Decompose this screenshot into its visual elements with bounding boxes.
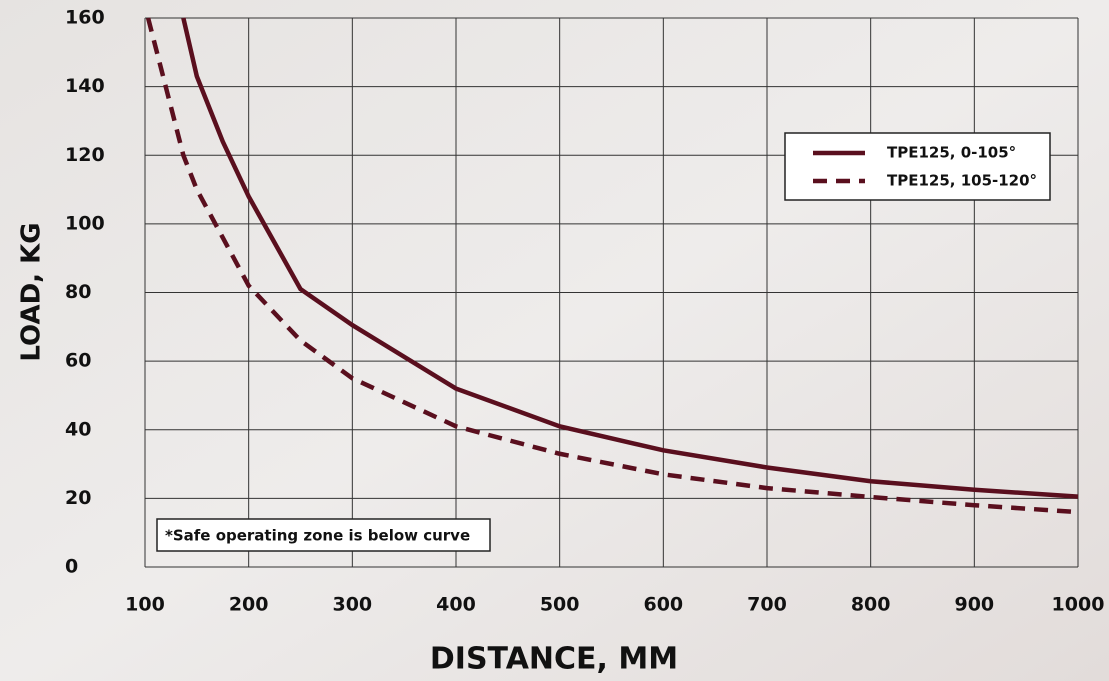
y-tick-label: 160 <box>65 7 105 29</box>
grid: 0 20 40 60 80 100 120 140 160 100 200 300 400 500 600 7… <box>65 7 1104 616</box>
x-tick-label: 200 <box>229 594 269 616</box>
legend-label: TPE125, 105-120° <box>887 172 1037 190</box>
legend-label: TPE125, 0-105° <box>887 144 1016 162</box>
x-tick-label: 1000 <box>1052 594 1105 616</box>
x-tick-label: 300 <box>332 594 372 616</box>
data-line <box>145 17 1079 515</box>
x-tick-label: 700 <box>747 594 787 616</box>
legend-box <box>784 132 1051 201</box>
x-tick-label: 100 <box>125 594 165 616</box>
x-tick-label: 600 <box>643 594 683 616</box>
x-tick-label: 400 <box>436 594 476 616</box>
data-line <box>181 17 1079 499</box>
y-tick-label: 120 <box>65 144 105 166</box>
x-tick-label: 500 <box>540 594 580 616</box>
lines <box>145 17 1079 515</box>
y-tick-label: 140 <box>65 75 105 97</box>
y-tick-label: 0 <box>65 556 78 578</box>
y-tick-label: 80 <box>65 281 91 303</box>
legend: TPE125, 0-105° TPE125, 105-120° <box>784 132 1051 201</box>
x-axis-title: DISTANCE, MM <box>430 642 678 677</box>
y-tick-label: 60 <box>65 350 91 372</box>
annotation: *Safe operating zone is below curve <box>165 527 470 545</box>
y-axis-title: LOAD, KG <box>17 222 47 361</box>
x-tick-label: 900 <box>954 594 994 616</box>
y-tick-label: 20 <box>65 487 91 509</box>
x-tick-label: 800 <box>851 594 891 616</box>
y-tick-label: 40 <box>65 418 91 440</box>
y-tick-label: 100 <box>65 212 105 234</box>
annotation-box <box>156 518 491 552</box>
